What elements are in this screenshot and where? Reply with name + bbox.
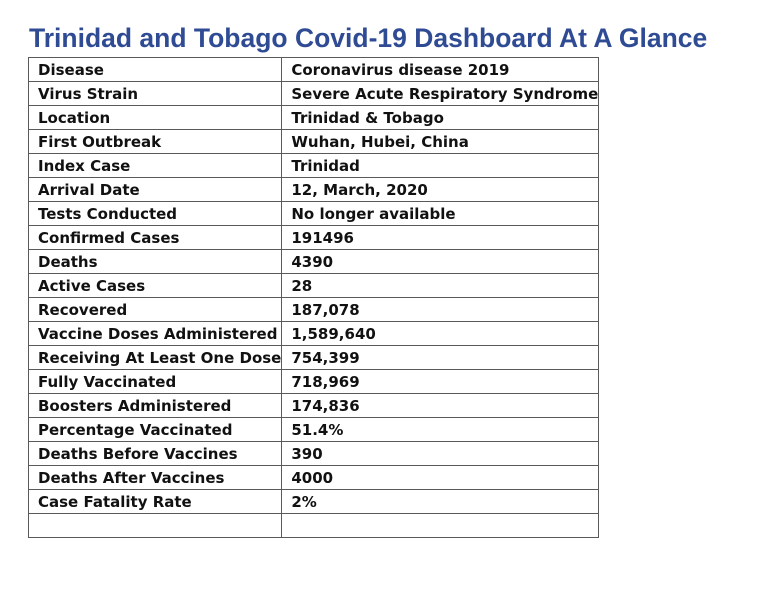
row-label-receiving-at-least-one-dose: Receiving At Least One Dose	[27, 345, 283, 370]
row-label-first-outbreak: First Outbreak	[27, 129, 283, 154]
table-row: Receiving At Least One Dose 754,399	[27, 345, 600, 370]
row-label-arrival-date: Arrival Date	[27, 177, 283, 202]
table-row: Active Cases 28	[27, 273, 600, 298]
table-row: Location Trinidad & Tobago	[27, 105, 600, 130]
row-label-vaccine-doses-administered: Vaccine Doses Administered	[27, 321, 283, 346]
row-value-active-cases: 28	[281, 273, 600, 298]
row-value-first-outbreak: Wuhan, Hubei, China	[281, 129, 600, 154]
table-row: Tests Conducted No longer available	[27, 201, 600, 226]
row-label-deaths: Deaths	[27, 249, 283, 274]
table-row-empty	[27, 513, 600, 538]
row-label-active-cases: Active Cases	[27, 273, 283, 298]
table-row: Deaths 4390	[27, 249, 600, 274]
page-title: Trinidad and Tobago Covid-19 Dashboard A…	[29, 23, 708, 53]
row-value-tests-conducted: No longer available	[281, 201, 600, 226]
row-value-case-fatality-rate: 2%	[281, 489, 600, 514]
table-row: Arrival Date 12, March, 2020	[27, 177, 600, 202]
row-value-disease: Coronavirus disease 2019	[281, 57, 600, 82]
table-row: Confirmed Cases 191496	[27, 225, 600, 250]
row-label-disease: Disease	[27, 57, 283, 82]
row-label-case-fatality-rate: Case Fatality Rate	[27, 489, 283, 514]
table-row: Case Fatality Rate 2%	[27, 489, 600, 514]
row-value-percentage-vaccinated: 51.4%	[281, 417, 600, 442]
row-label-virus-strain: Virus Strain	[27, 81, 283, 106]
row-label-confirmed-cases: Confirmed Cases	[27, 225, 283, 250]
table-row: Recovered 187,078	[27, 297, 600, 322]
row-value-vaccine-doses-administered: 1,589,640	[281, 321, 600, 346]
row-value-receiving-at-least-one-dose: 754,399	[281, 345, 600, 370]
row-label-location: Location	[27, 105, 283, 130]
table-row: Percentage Vaccinated 51.4%	[27, 417, 600, 442]
row-label-fully-vaccinated: Fully Vaccinated	[27, 369, 283, 394]
row-value-boosters-administered: 174,836	[281, 393, 600, 418]
table-row: Index Case Trinidad	[27, 153, 600, 178]
table-row: Fully Vaccinated 718,969	[27, 369, 600, 394]
row-value-fully-vaccinated: 718,969	[281, 369, 600, 394]
row-label-empty	[27, 513, 283, 538]
table-row: Vaccine Doses Administered 1,589,640	[27, 321, 600, 346]
row-label-deaths-after-vaccines: Deaths After Vaccines	[27, 465, 283, 490]
table-row: Virus Strain Severe Acute Respiratory Sy…	[27, 81, 600, 106]
table-row: First Outbreak Wuhan, Hubei, China	[27, 129, 600, 154]
row-value-deaths-after-vaccines: 4000	[281, 465, 600, 490]
row-label-index-case: Index Case	[27, 153, 283, 178]
table-row: Deaths Before Vaccines 390	[27, 441, 600, 466]
row-value-index-case: Trinidad	[281, 153, 600, 178]
row-value-location: Trinidad & Tobago	[281, 105, 600, 130]
table-row: Disease Coronavirus disease 2019	[27, 57, 600, 82]
row-value-empty	[281, 513, 600, 538]
row-value-deaths-before-vaccines: 390	[281, 441, 600, 466]
row-value-recovered: 187,078	[281, 297, 600, 322]
row-value-confirmed-cases: 191496	[281, 225, 600, 250]
row-label-recovered: Recovered	[27, 297, 283, 322]
row-value-virus-strain: Severe Acute Respiratory Syndrome	[281, 81, 600, 106]
table-row: Deaths After Vaccines 4000	[27, 465, 600, 490]
dashboard-table-body: Disease Coronavirus disease 2019 Virus S…	[27, 57, 600, 538]
row-value-arrival-date: 12, March, 2020	[281, 177, 600, 202]
dashboard-table: Disease Coronavirus disease 2019 Virus S…	[27, 57, 600, 538]
row-label-deaths-before-vaccines: Deaths Before Vaccines	[27, 441, 283, 466]
row-value-deaths: 4390	[281, 249, 600, 274]
row-label-tests-conducted: Tests Conducted	[27, 201, 283, 226]
row-label-percentage-vaccinated: Percentage Vaccinated	[27, 417, 283, 442]
row-label-boosters-administered: Boosters Administered	[27, 393, 283, 418]
table-row: Boosters Administered 174,836	[27, 393, 600, 418]
